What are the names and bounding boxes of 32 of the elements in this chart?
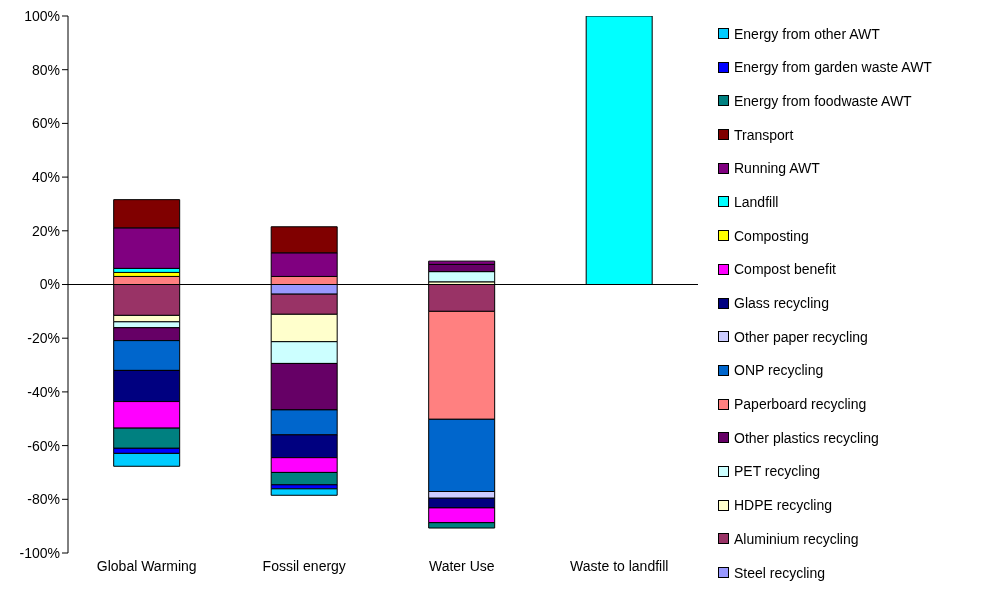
x-tick-label: Water Use — [428, 557, 495, 574]
legend-label: Aluminium recycling — [734, 530, 859, 547]
y-tick-label: 100% — [24, 7, 60, 24]
legend-label: Compost benefit — [734, 261, 836, 278]
legend-label: Running AWT — [734, 160, 820, 177]
legend-label: Paperboard recycling — [734, 396, 867, 413]
y-tick-label: -40% — [27, 383, 60, 400]
legend-label: PET recycling — [734, 463, 821, 480]
x-tick-label: Fossil energy — [262, 557, 346, 574]
y-tick-label: 20% — [31, 222, 60, 239]
legend-label: Steel recycling — [734, 564, 826, 581]
y-tick-label: -80% — [27, 491, 60, 508]
legend-label: Other paper recycling — [734, 328, 868, 345]
legend-label: HDPE recycling — [734, 497, 833, 514]
y-tick-label: -60% — [27, 437, 60, 454]
x-tick-label: Global Warming — [96, 557, 197, 574]
y-tick-label: 80% — [31, 61, 60, 78]
legend-label: Transport — [734, 126, 794, 143]
legend-label: Energy from garden waste AWT — [734, 59, 932, 76]
legend-label: Energy from other AWT — [734, 25, 880, 42]
y-tick-label: 40% — [31, 169, 60, 186]
y-tick-label: 0% — [39, 276, 60, 293]
legend-label: Glass recycling — [734, 295, 829, 311]
legend-label: Other plastics recycling — [734, 429, 879, 446]
x-tick-label: Waste to landfill — [570, 557, 669, 574]
y-tick-label: -100% — [19, 544, 60, 561]
legend-label: Landfill — [734, 193, 779, 210]
legend-label: Composting — [734, 227, 809, 244]
legend-label: Energy from foodwaste AWT — [734, 92, 912, 109]
y-tick-label: -20% — [27, 330, 60, 347]
y-tick-label: 60% — [31, 115, 60, 132]
legend-label: ONP recycling — [734, 362, 824, 379]
